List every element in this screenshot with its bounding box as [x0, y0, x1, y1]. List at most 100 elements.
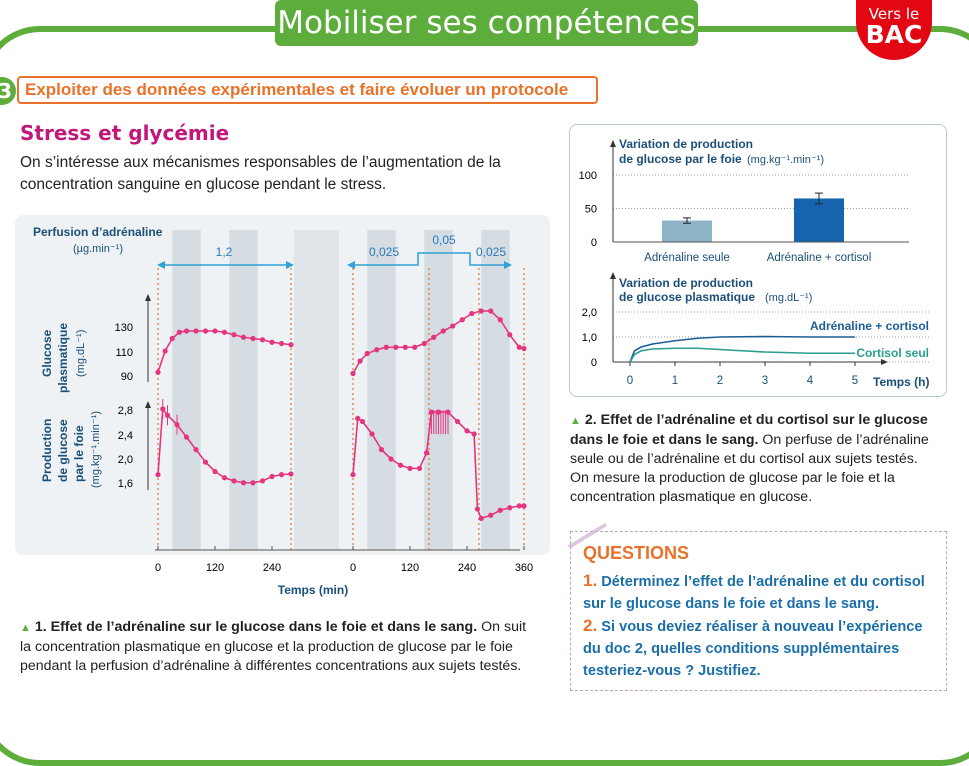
prod-right-point [416, 465, 423, 471]
glucose-right-point [450, 323, 456, 329]
questions-box [570, 531, 947, 691]
line-title2: de glucose plasmatique [619, 290, 755, 304]
banner-title: Mobiliser ses compétences [275, 0, 698, 46]
time-stripe [229, 230, 258, 550]
questions-list: 1. Déterminez l’effet de l’adrénaline et… [583, 570, 943, 682]
prod-label: Production [40, 419, 54, 482]
line-x-tick-label: 3 [762, 375, 768, 387]
prod-left-point [231, 478, 237, 484]
bar-tick-label: 50 [585, 204, 597, 216]
prod-left-point [259, 478, 266, 484]
prod-right-point [369, 431, 375, 437]
glucose-right-point [374, 347, 380, 353]
ptick-16: 1,6 [118, 478, 133, 490]
line-y-tick-label: 0 [591, 357, 597, 369]
axis-arrow-icon [881, 359, 888, 365]
intro-text: On s’intéresse aux mécanismes responsabl… [20, 154, 501, 193]
glucose-left-point [212, 328, 218, 334]
bar-title2: de glucose par le foie [619, 152, 742, 166]
line-y-tick-label: 1,0 [582, 332, 597, 344]
bar [662, 220, 712, 242]
prod-right-point [397, 462, 404, 468]
ptick-24: 2,4 [118, 430, 133, 442]
gtick-90: 90 [121, 371, 133, 383]
bac-badge: Vers le BAC [856, 0, 932, 60]
prod-left-point [183, 434, 190, 440]
arrow-head-icon [286, 261, 294, 269]
glucose-right-point [402, 344, 408, 350]
prod-right-point [378, 447, 385, 453]
glucose-label: Glucose [40, 329, 54, 377]
triangle-icon: ▲ [20, 622, 31, 634]
prod-right-point [454, 418, 461, 425]
prod-right-point [474, 506, 481, 512]
bac-line2: BAC [865, 20, 923, 49]
glucose-left-point [193, 328, 199, 334]
prod-right-point [471, 431, 477, 437]
prod-unit: (mg.kg⁻¹.min⁻¹) [90, 411, 102, 488]
glucose-right-point [421, 340, 427, 347]
ptick-28: 2,8 [118, 405, 133, 417]
doc1-chart: Perfusion d’adrénaline (µg.min⁻¹) 1,2 0,… [15, 215, 550, 597]
rate-right-a: 0,025 [369, 245, 399, 259]
rate-right-c: 0,025 [476, 245, 506, 259]
bar [794, 198, 844, 242]
perfusion-label: Perfusion d’adrénaline [33, 225, 163, 239]
glucose-left-point [155, 369, 161, 375]
x-tick-label: 0 [155, 562, 161, 574]
prod-left-point [269, 473, 275, 480]
doc2-box [569, 124, 947, 397]
line-series [629, 347, 855, 363]
doc1-caption-rest: On suit la concentration plasmatique en … [20, 619, 527, 674]
glucose-right-point [350, 370, 356, 377]
prod-right-point [488, 512, 494, 518]
line-x-label: Temps (h) [873, 375, 929, 389]
glucose-right-point [488, 308, 494, 314]
triangle-icon: ▲ [570, 415, 581, 427]
bar-category-label: Adrénaline seule [644, 252, 730, 264]
arrow-head-icon [504, 261, 512, 269]
rate-right-b: 0,05 [432, 233, 456, 247]
line-x-tick-label: 5 [852, 375, 858, 387]
x-tick-label: 240 [263, 562, 281, 574]
glucose-left-point [231, 332, 237, 338]
prod-right-point [355, 415, 361, 421]
exercise-title: Exploiter des données expérimentales et … [17, 76, 598, 104]
perfusion-unit: (µg.min⁻¹) [73, 243, 123, 255]
bar-title: Variation de production [619, 137, 753, 151]
prod-left-point [193, 447, 199, 453]
glucose-right-point [497, 317, 503, 323]
question-2: 2. Si vous deviez réaliser à nouveau l’e… [583, 615, 943, 682]
q2-text: Si vous deviez réaliser à nouveau l’expé… [583, 619, 923, 679]
gtick-110: 110 [115, 347, 133, 359]
bar-category-label: Adrénaline + cortisol [767, 252, 872, 264]
doc2-caption: ▲ 2. Effet de l’adrénaline et du cortiso… [570, 411, 940, 507]
glucose-left-point [183, 328, 190, 334]
prod-right-point [424, 450, 430, 456]
glucose-right-point [383, 344, 389, 350]
glucose-left-point [169, 335, 175, 342]
question-corner-icon [567, 523, 607, 548]
prod-left-point [212, 468, 218, 475]
line-series-label: Adrénaline + cortisol [810, 319, 929, 333]
axis-arrow-icon [610, 140, 616, 147]
prod-left-point [202, 459, 209, 465]
x-tick-label: 360 [515, 562, 533, 574]
prod-left-point [288, 471, 294, 477]
glucose-left-point [176, 329, 182, 335]
glucose-left-point [202, 328, 209, 334]
glucose-right-point [440, 328, 446, 334]
glucose-right-point [364, 350, 370, 357]
prod-left-point [221, 475, 228, 481]
doc2-caption-rest: On perfuse de l’adrénaline seule ou de l… [570, 432, 929, 505]
doc2-caption-bold: 2. Effet de l’adrénaline et du cortisol … [570, 412, 928, 448]
time-stripe [367, 230, 396, 550]
prod-right-point [407, 465, 413, 471]
glucose-left-point [278, 340, 285, 347]
line-x-tick-label: 4 [807, 375, 814, 387]
prod-left-point [250, 480, 256, 486]
glucose-right-point [412, 344, 418, 350]
gtick-130: 130 [115, 322, 133, 334]
doc1-panel [15, 215, 550, 555]
q2-number: 2. [583, 616, 598, 635]
